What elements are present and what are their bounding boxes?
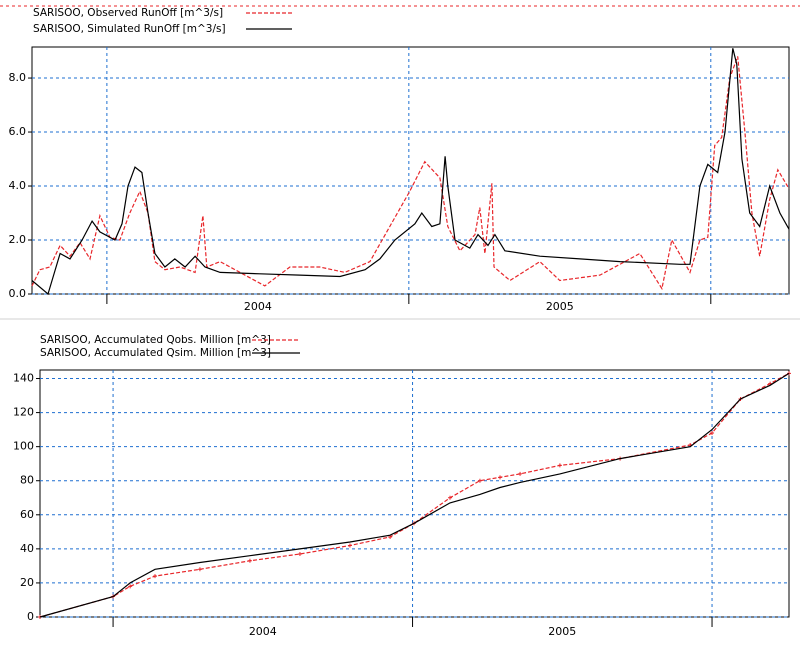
data-marker [128,584,133,589]
y-tick-label: 100 [13,440,34,453]
y-tick-label: 40 [20,542,34,555]
legend-label: SARISOO, Observed RunOff [m^3/s] [33,7,223,19]
legend-label: SARISOO, Accumulated Qsim. Million [m^3] [40,347,271,359]
y-tick-label: 140 [13,372,34,385]
data-marker [197,567,202,572]
plot-area [39,369,790,618]
x-tick-label: 2004 [249,625,277,638]
y-tick-label: 4.0 [9,179,27,192]
legend-label: SARISOO, Simulated RunOff [m^3/s] [33,23,226,35]
plot-area [31,46,790,295]
x-tick-label: 2005 [548,625,576,638]
y-tick-label: 2.0 [9,233,27,246]
data-line [31,56,790,291]
y-tick-label: 60 [20,508,34,521]
x-tick-label: 2005 [546,300,574,313]
legend-label: SARISOO, Accumulated Qobs. Million [m^3] [40,334,271,346]
y-tick-label: 0 [27,610,34,623]
y-tick-label: 0.0 [9,287,27,300]
data-marker [153,574,157,579]
data-marker [498,475,503,480]
data-marker [710,431,715,436]
data-marker [297,551,302,556]
y-tick-label: 80 [20,474,34,487]
y-tick-label: 6.0 [9,125,27,138]
y-tick-label: 20 [20,576,34,589]
data-marker [247,558,252,563]
x-tick-label: 2004 [244,300,272,313]
data-line [39,372,790,618]
data-line [31,48,790,296]
y-tick-label: 120 [13,406,34,419]
data-marker [477,478,482,483]
data-marker [518,471,523,476]
data-marker [447,495,452,500]
data-line [39,372,790,618]
data-marker [557,463,562,468]
y-tick-label: 8.0 [9,71,27,84]
data-marker [347,543,352,548]
